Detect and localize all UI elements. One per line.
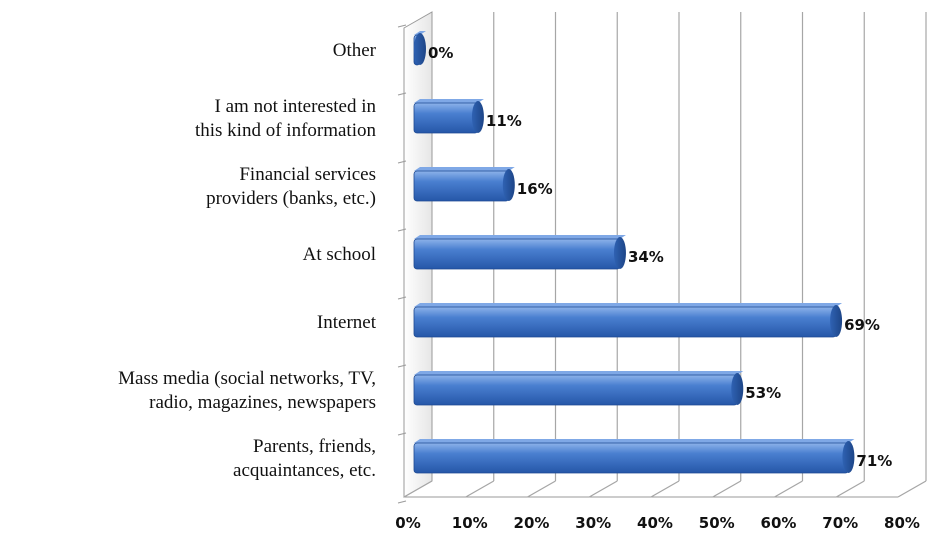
floor-gridline — [650, 480, 680, 498]
bar-top-face — [414, 167, 515, 171]
data-label: 53% — [745, 384, 781, 402]
y-tick-mark — [397, 500, 407, 504]
floor-gridline — [527, 480, 556, 498]
bar-end-cap — [842, 441, 855, 473]
y-tick-label: I am not interested in this kind of infor… — [195, 96, 377, 141]
bar-top-face — [414, 371, 744, 375]
x-tick-label: 20% — [514, 514, 550, 532]
y-tick-mark — [397, 24, 407, 28]
bar-front-face — [413, 442, 849, 474]
bar — [413, 371, 744, 406]
bar-top-face — [414, 235, 626, 239]
floor-gridline — [712, 480, 742, 498]
data-label: 71% — [856, 452, 892, 470]
bar-front-face — [413, 102, 479, 134]
bar — [413, 31, 426, 66]
y-tick-label: Mass media (social networks, TV, radio, m… — [118, 368, 376, 413]
bar — [413, 99, 484, 134]
data-label: 11% — [486, 112, 522, 130]
labels-layer: 0% 10% 20% 30% 40% 50% 60% 70% 80% 0% Other 11% I am… — [118, 40, 920, 532]
x-tick-label: 30% — [575, 514, 611, 532]
x-tick-label: 50% — [699, 514, 735, 532]
y-tick-mark — [397, 228, 407, 232]
bar-front-face — [413, 306, 837, 338]
floor-gridline — [835, 480, 865, 498]
bar-front-face — [413, 170, 510, 202]
x-tick-label: 80% — [884, 514, 920, 532]
data-label: 16% — [517, 180, 553, 198]
x-tick-label: 60% — [761, 514, 797, 532]
bar-front-face — [413, 374, 738, 406]
bar-top-face — [414, 99, 484, 103]
bar-end-cap — [414, 33, 426, 65]
x-tick-label: 40% — [637, 514, 673, 532]
bars-layer — [413, 31, 855, 474]
bar-top-face — [414, 303, 843, 307]
x-tick-label: 70% — [822, 514, 858, 532]
y-tick-mark — [397, 432, 407, 436]
y-tick-label: Internet — [317, 312, 377, 333]
y-tick-mark — [397, 296, 407, 300]
bar-end-cap — [830, 305, 843, 337]
data-label: 0% — [428, 44, 453, 62]
bar — [413, 303, 843, 338]
floor-gridline — [588, 480, 618, 498]
y-tick-mark — [397, 92, 407, 96]
bar — [413, 235, 626, 270]
y-tick-label: Other — [333, 40, 377, 61]
floor-gridline — [465, 480, 495, 498]
floor-gridline — [897, 480, 927, 498]
bar-end-cap — [471, 101, 484, 133]
data-label: 34% — [628, 248, 664, 266]
bar-end-cap — [502, 169, 515, 201]
floor-gridline — [403, 480, 433, 498]
bar-top-face — [414, 439, 855, 443]
y-tick-mark — [397, 160, 407, 164]
bar — [413, 167, 515, 202]
bar-end-cap — [613, 237, 626, 269]
x-tick-label: 10% — [452, 514, 488, 532]
y-tick-label: At school — [303, 244, 376, 265]
bar-end-cap — [731, 373, 744, 405]
y-tick-label: Financial services providers (banks, etc.… — [206, 164, 376, 209]
y-tick-label: Parents, friends, acquaintances, etc. — [233, 436, 376, 481]
y-tick-mark — [397, 364, 407, 368]
floor-gridline — [774, 480, 803, 498]
x-tick-label: 0% — [395, 514, 420, 532]
bar-front-face — [413, 238, 621, 270]
bar — [413, 439, 855, 474]
data-label: 69% — [844, 316, 880, 334]
